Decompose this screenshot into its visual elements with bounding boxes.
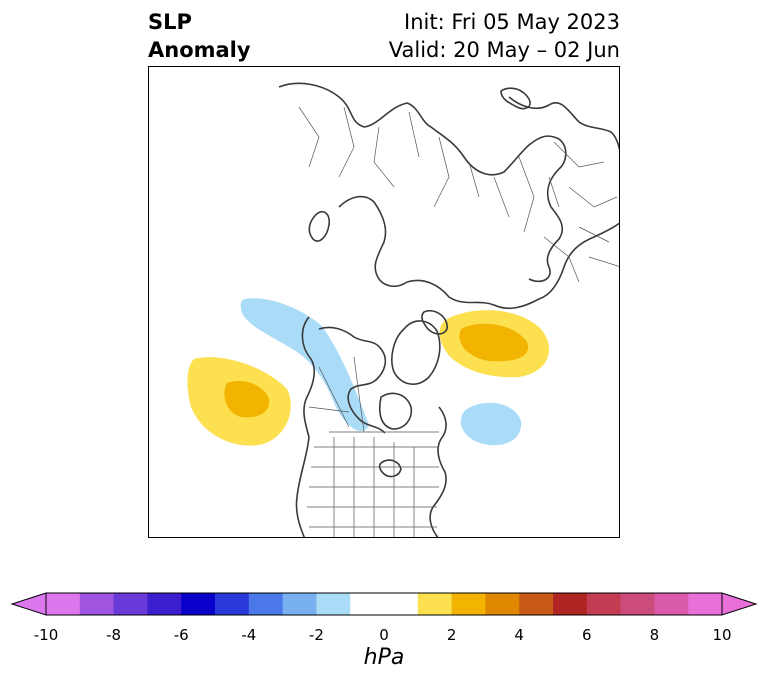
canada-arctic-coast xyxy=(318,326,387,434)
colorbar-cell xyxy=(417,593,453,615)
map-panel xyxy=(148,66,620,538)
colorbar-cell xyxy=(688,593,723,615)
colorbar-cell xyxy=(282,593,317,615)
colorbar-tick-label: 2 xyxy=(446,626,457,644)
british-isles xyxy=(308,210,331,242)
colorbar-outline xyxy=(45,592,723,616)
us-state-borders xyxy=(307,437,439,537)
colorbar-tick-label: 0 xyxy=(379,626,389,644)
greenland-coast xyxy=(391,320,441,385)
north-pacific-high-core xyxy=(224,380,270,418)
east-asia-coast xyxy=(508,96,619,151)
siberia-coast xyxy=(406,222,619,310)
alaska-coast xyxy=(301,316,316,438)
colorbar-cell xyxy=(113,593,148,615)
colorbar-cells xyxy=(46,593,723,615)
colorbar-tick-label: 8 xyxy=(649,626,660,644)
colorbar-cell xyxy=(79,593,115,615)
barents-kara-high-core xyxy=(459,323,529,362)
colorbar-cell xyxy=(654,593,689,615)
colorbar-cell xyxy=(553,593,588,615)
colorbar-cell xyxy=(485,593,520,615)
valid-date-label: Valid: 20 May – 02 Jun xyxy=(388,38,620,62)
colorbar-tick-label: 10 xyxy=(712,626,732,644)
title-variable-line1: SLP xyxy=(148,10,192,34)
political-borders xyxy=(298,106,619,537)
europe-borders xyxy=(298,106,560,233)
canada-province-borders xyxy=(308,356,439,433)
novaya-zemlya xyxy=(421,310,448,335)
colorbar-cell xyxy=(46,593,81,615)
na-east-coast xyxy=(429,406,447,537)
colorbar-over-triangle xyxy=(721,592,758,616)
great-lakes xyxy=(378,459,402,478)
europe-coast xyxy=(278,82,567,283)
colorbar-cell xyxy=(384,593,419,615)
scandinavia-coast xyxy=(338,195,408,288)
colorbar-cell xyxy=(620,593,655,615)
colorbar-tick-label: -2 xyxy=(308,626,324,644)
coastlines xyxy=(278,82,619,537)
colorbar-cell xyxy=(181,593,216,615)
colorbar-cell xyxy=(451,593,486,615)
colorbar-tick-label: 4 xyxy=(514,626,524,644)
colorbar-tick-label: -4 xyxy=(241,626,257,644)
kamchatka xyxy=(500,87,531,110)
init-date-label: Init: Fri 05 May 2023 xyxy=(404,10,620,34)
colorbar-cell xyxy=(519,593,554,615)
title-variable: SLP Anomaly xyxy=(148,8,251,64)
colorbar-cell xyxy=(350,593,385,615)
anomaly-shading xyxy=(187,298,550,446)
north-atlantic-low xyxy=(460,402,522,446)
title-variable-line2: Anomaly xyxy=(148,38,251,62)
colorbar xyxy=(10,592,758,616)
colorbar-cell xyxy=(248,593,284,615)
colorbar-unit-label: hPa xyxy=(363,645,405,670)
colorbar-cell xyxy=(215,593,250,615)
colorbar-tick-label: -10 xyxy=(33,626,59,644)
na-west-coast xyxy=(295,436,310,537)
colorbar-cell xyxy=(147,593,182,615)
colorbar-tick-label: -8 xyxy=(106,626,122,644)
map-svg xyxy=(187,82,619,537)
asia-borders xyxy=(543,141,619,283)
title-dates: Init: Fri 05 May 2023 Valid: 20 May – 02… xyxy=(389,8,620,64)
colorbar-cell xyxy=(586,593,622,615)
colorbar-under-triangle xyxy=(10,592,47,616)
colorbar-tick-label: 6 xyxy=(582,626,592,644)
colorbar-tick-label: -6 xyxy=(173,626,189,644)
hudson-bay xyxy=(378,392,413,430)
alaska-canada-low xyxy=(240,298,369,432)
colorbar-cell xyxy=(316,593,351,615)
